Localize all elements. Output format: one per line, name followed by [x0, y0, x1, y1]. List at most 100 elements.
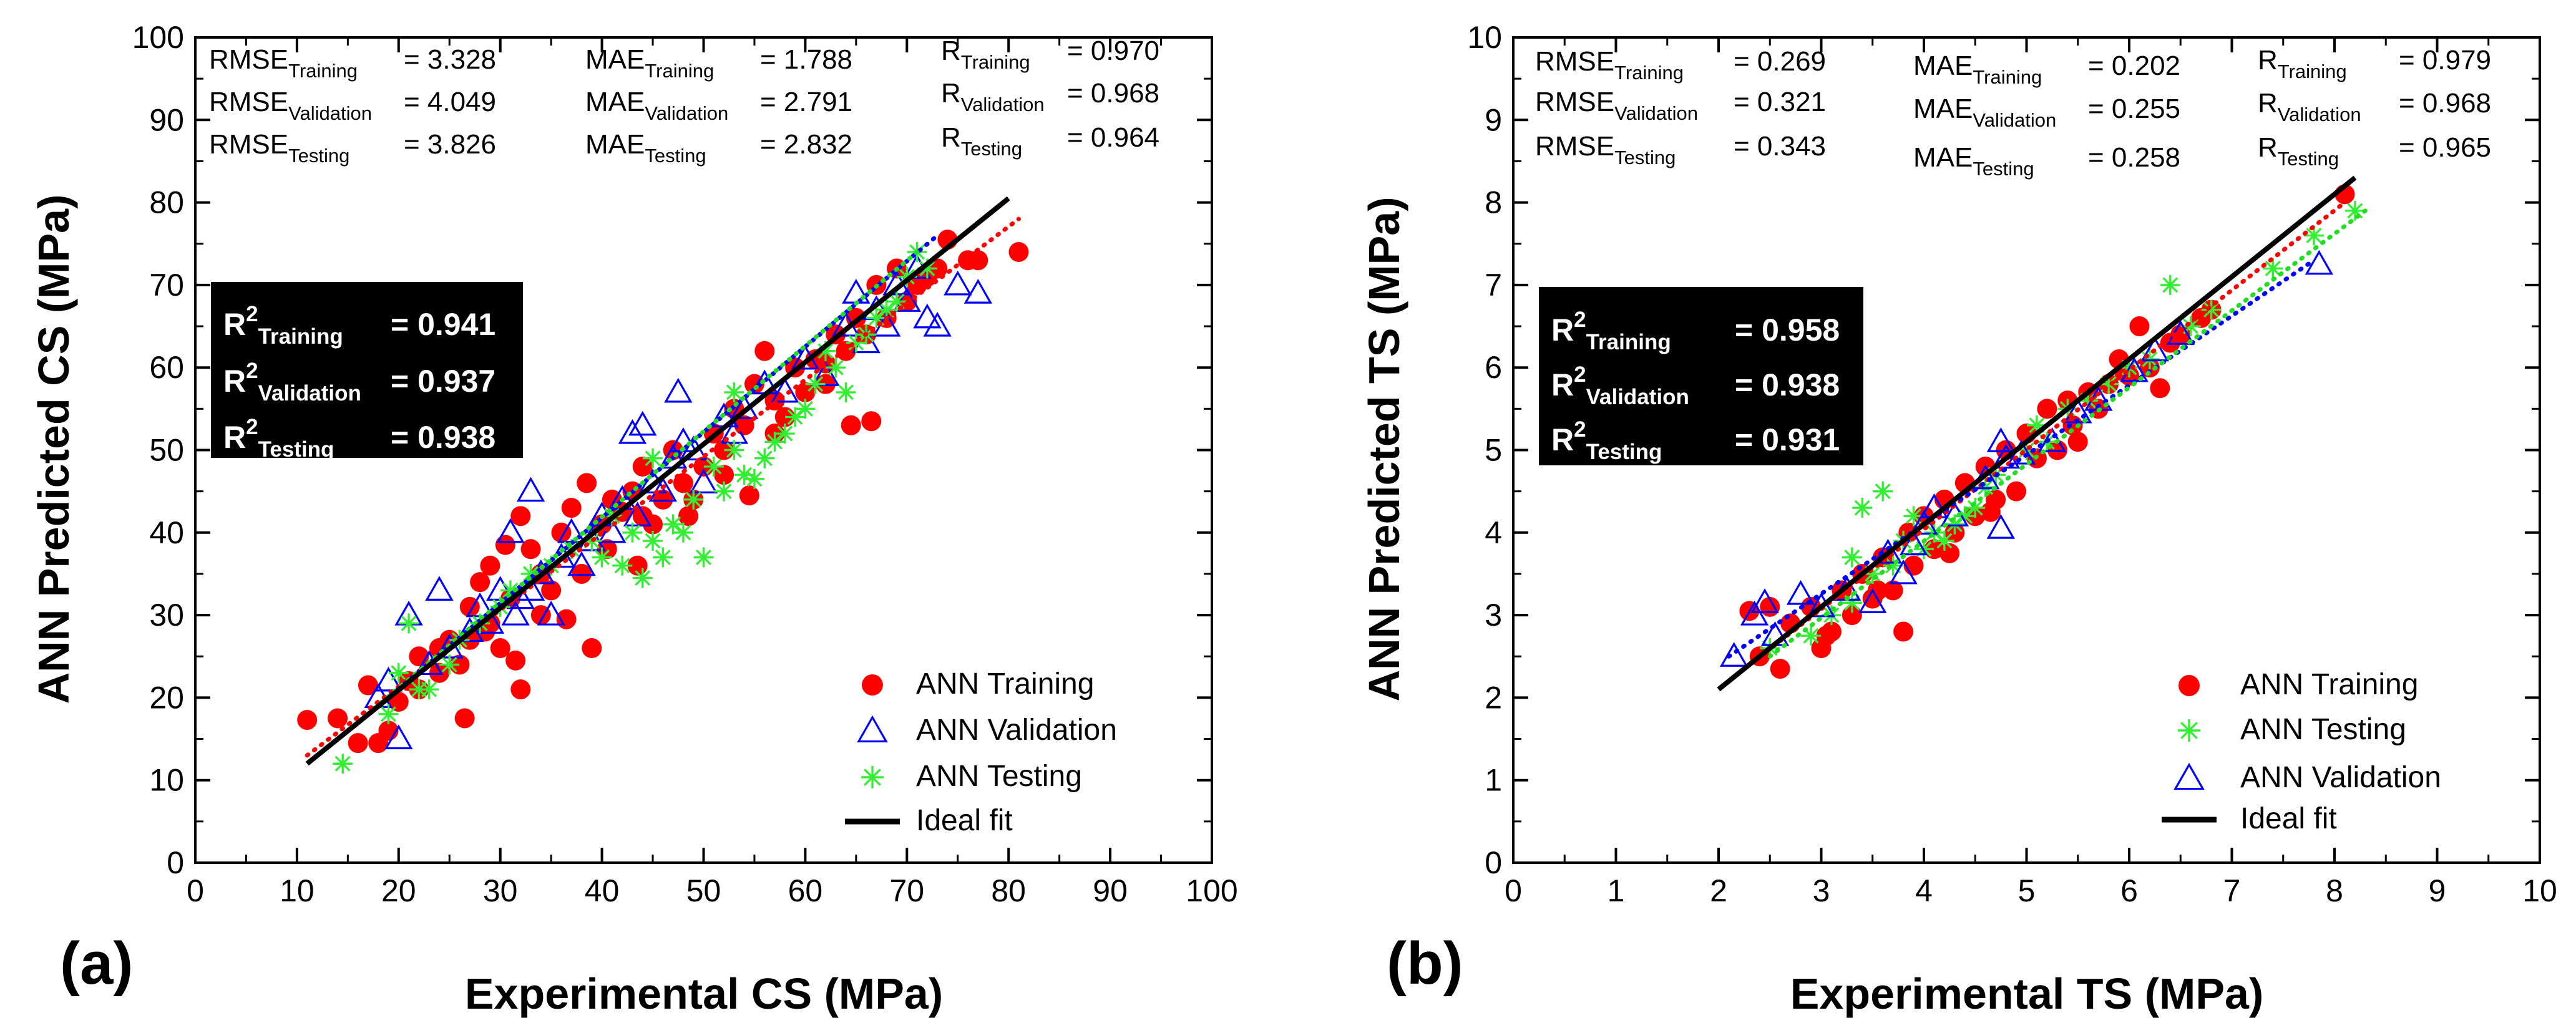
r2-base: R [223, 307, 246, 342]
y-axis-title: ANN Predicted CS (MPa) [29, 195, 78, 704]
stat-base: R [2258, 45, 2278, 75]
r2-box [1539, 287, 1863, 465]
r2-subscript: Testing [1586, 440, 1662, 464]
r2-label: R2Testing [1551, 417, 1662, 464]
data-point [683, 489, 704, 510]
data-point [2160, 274, 2180, 295]
data-point [734, 465, 754, 485]
data-point [1965, 498, 1986, 518]
data-point [764, 432, 785, 452]
stat-label: RMSEValidation [1535, 87, 1698, 124]
data-point [1821, 605, 1842, 626]
data-point [892, 287, 922, 312]
data-point [1944, 514, 1965, 535]
legend-label: ANN Validation [916, 714, 1117, 747]
data-point [693, 547, 714, 568]
stat-value: = 0.321 [1734, 87, 1826, 117]
r2-subscript: Validation [1586, 385, 1689, 409]
data-point [1862, 563, 1883, 584]
stat-subscript: Validation [645, 102, 728, 124]
data-point [968, 250, 988, 271]
stat-subscript: Training [288, 60, 358, 82]
stat-value: = 0.979 [2399, 45, 2491, 75]
stat-value: = 0.269 [1734, 46, 1826, 77]
data-point [374, 666, 403, 692]
data-point [632, 568, 653, 588]
fit-line-testing [1767, 208, 2368, 659]
data-point [348, 733, 368, 754]
stat-value: = 0.258 [2088, 142, 2180, 173]
x-tick-label: 70 [889, 873, 924, 908]
data-point [1954, 506, 1975, 526]
y-tick-label: 4 [1485, 515, 1502, 550]
r2-value: = 0.938 [391, 420, 495, 455]
stat-base: RMSE [209, 129, 288, 160]
stat-subscript: Training [1973, 66, 2042, 88]
stat-subscript: Testing [961, 138, 1022, 160]
data-point [1750, 588, 1779, 613]
stat-value: = 3.328 [404, 44, 496, 75]
x-tick-label: 4 [1915, 873, 1933, 908]
data-point [409, 679, 429, 700]
x-tick-label: 10 [280, 873, 315, 908]
x-axis-title: Experimental TS (MPa) [1790, 969, 2264, 1018]
data-point [537, 600, 565, 626]
data-point [2037, 399, 2057, 419]
r2-superscript: 2 [246, 302, 258, 326]
r2-base: R [1551, 422, 1574, 457]
x-tick-label: 100 [1186, 873, 1237, 908]
y-tick-label: 50 [149, 433, 184, 468]
data-point [592, 547, 612, 568]
r2-base: R [223, 364, 246, 399]
y-tick-label: 1 [1485, 763, 1502, 798]
stat-label: RValidation [2258, 88, 2361, 125]
data-point [561, 498, 582, 518]
x-tick-label: 20 [381, 873, 416, 908]
stat-subscript: Testing [288, 145, 349, 167]
r2-value: = 0.958 [1735, 313, 1840, 347]
stat-subscript: Training [645, 60, 714, 82]
fit-line-testing [345, 250, 920, 733]
x-tick-label: 7 [2223, 873, 2241, 908]
data-point [923, 311, 952, 337]
data-point [520, 563, 541, 584]
ideal-fit-line [1717, 175, 2357, 692]
stat-base: R [2258, 132, 2278, 163]
y-tick-label: 80 [149, 185, 184, 220]
data-point [496, 518, 525, 543]
x-tick-label: 80 [991, 873, 1026, 908]
stat-base: MAE [585, 87, 645, 117]
data-point [384, 724, 413, 750]
r2-label: R2Validation [223, 359, 361, 405]
y-tick-label: 6 [1485, 350, 1502, 385]
legend-marker-triangle [857, 715, 888, 743]
y-tick-label: 10 [149, 763, 184, 798]
y-tick-label: 90 [149, 102, 184, 137]
data-point [653, 489, 673, 510]
legend-label: Ideal fit [916, 804, 1013, 837]
stat-base: RMSE [1535, 131, 1614, 162]
data-point [2026, 415, 2047, 435]
data-point [556, 609, 577, 629]
panel-label: (a) [60, 930, 133, 997]
data-point [358, 675, 378, 696]
data-point [510, 506, 531, 526]
y-tick-label: 7 [1485, 268, 1502, 303]
r2-base: R [1551, 367, 1574, 402]
data-point [297, 710, 318, 730]
x-tick-label: 2 [1710, 873, 1727, 908]
panel-label: (b) [1387, 930, 1463, 997]
data-point [724, 440, 744, 460]
stat-value: = 0.255 [2088, 94, 2180, 124]
stat-base: R [2258, 88, 2278, 119]
y-tick-label: 8 [1485, 185, 1502, 220]
data-point [2263, 258, 2283, 279]
x-tick-label: 50 [686, 873, 721, 908]
stat-value: = 0.968 [1067, 78, 1159, 109]
data-point [470, 572, 490, 593]
stat-subscript: Validation [1973, 109, 2056, 131]
r2-superscript: 2 [246, 359, 258, 383]
data-point [612, 555, 633, 576]
stat-base: RMSE [209, 87, 288, 117]
data-point [429, 662, 449, 683]
